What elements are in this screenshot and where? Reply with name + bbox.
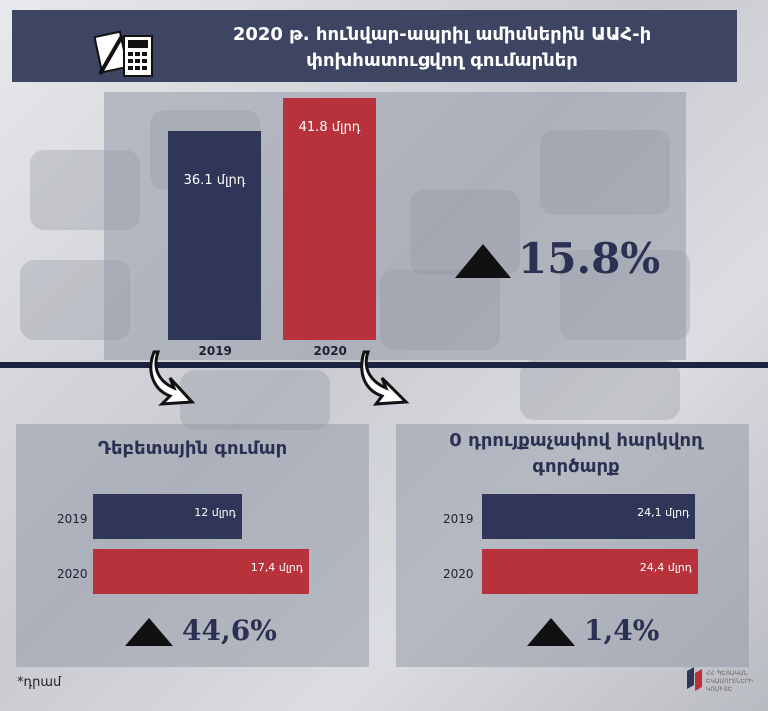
bar-value-label: 41.8 մլրդ — [298, 120, 361, 135]
bar-2020: 41.8 մլրդ — [283, 98, 376, 340]
main-change-percent: 15.8% — [518, 234, 661, 283]
y-tick-label: 2019 — [57, 512, 88, 526]
logo-text: ՀՀ ՊԵՏԱԿԱՆ ԵԿԱՄՈՒՏՆԵՐԻ ԿՈՄԻՏԵ — [706, 670, 754, 693]
footnote: *դրամ — [17, 675, 62, 690]
triangle-up-icon — [527, 618, 575, 646]
page-title: 2020 թ. հունվար-ապրիլ ամիսներին ԱԱՀ-ի փո… — [232, 24, 652, 71]
bar-2019: 12 մլրդ — [93, 494, 242, 539]
zero-rate-change-percent: 1,4% — [584, 614, 660, 647]
y-tick-label: 2020 — [443, 567, 474, 581]
bar-value-label: 12 մլրդ — [194, 506, 236, 519]
debit-change-percent: 44,6% — [182, 614, 277, 647]
calculator-icon — [94, 30, 153, 77]
curved-arrow-down-icon — [360, 350, 410, 406]
curved-arrow-down-icon — [149, 350, 196, 406]
bar-value-label: 17,4 մլրդ — [250, 561, 303, 574]
y-tick-label: 2020 — [57, 567, 88, 581]
x-tick-label: 2019 — [198, 344, 232, 358]
bar-2019: 36.1 մլրդ — [168, 131, 261, 340]
triangle-up-icon — [455, 244, 511, 278]
bar-2020: 17,4 մլրդ — [93, 549, 309, 594]
divider-line — [0, 362, 768, 368]
y-tick-label: 2019 — [443, 512, 474, 526]
bar-2019: 24,1 մլրդ — [482, 494, 696, 539]
logo-icon — [687, 667, 702, 691]
zero-rate-title: 0 դրույքաչափով հարկվող գործարք — [449, 430, 703, 477]
triangle-up-icon — [125, 618, 173, 646]
bar-value-label: 24,4 մլրդ — [639, 561, 692, 574]
x-tick-label: 2020 — [313, 344, 347, 358]
bar-value-label: 36.1 մլրդ — [183, 173, 246, 188]
bar-value-label: 24,1 մլրդ — [637, 506, 690, 519]
header-banner: 2020 թ. հունվար-ապրիլ ամիսներին ԱԱՀ-ի փո… — [12, 10, 737, 82]
debit-panel — [16, 424, 369, 667]
debit-title: Դեբետային գումար — [97, 438, 288, 459]
bar-2020: 24,4 մլրդ — [482, 549, 698, 594]
